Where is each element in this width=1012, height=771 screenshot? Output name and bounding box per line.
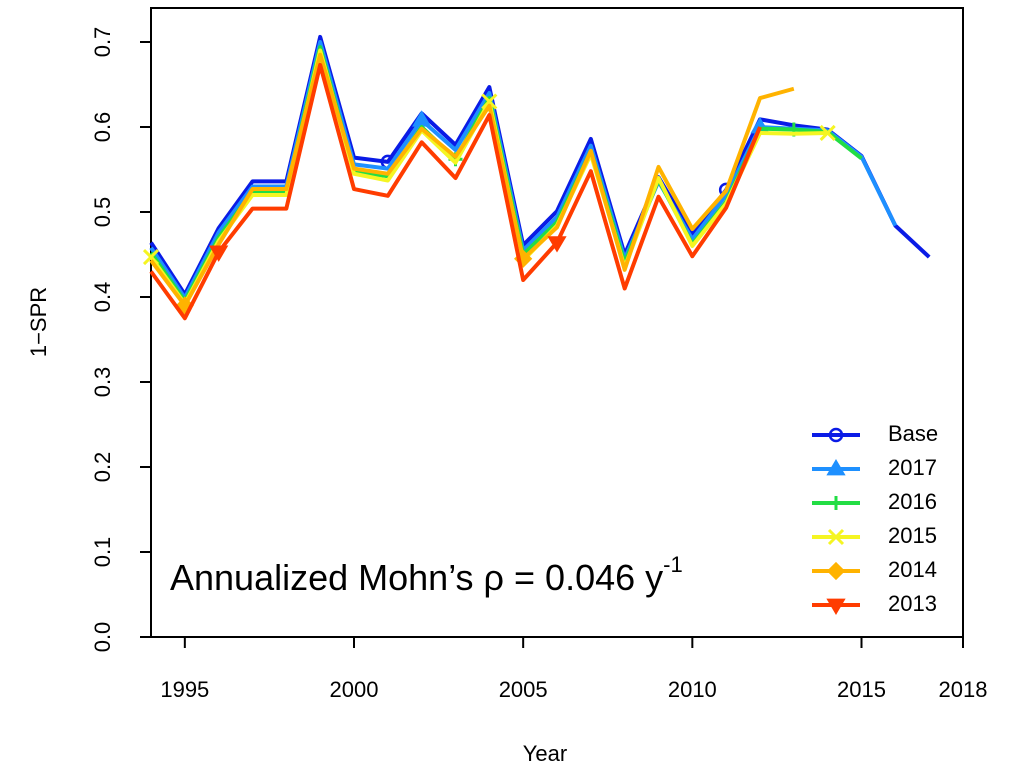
legend-marker — [826, 561, 846, 581]
series-marker — [209, 245, 229, 262]
y-tick-label: 0.3 — [90, 367, 115, 398]
x-axis-label: Year — [523, 741, 567, 766]
y-tick-label: 0.7 — [90, 27, 115, 58]
legend-label: 2015 — [888, 523, 937, 548]
y-axis-label: 1−SPR — [26, 287, 51, 357]
y-tick-label: 0.1 — [90, 537, 115, 568]
legend-label: 2013 — [888, 591, 937, 616]
series-line — [149, 34, 931, 297]
legend-marker — [828, 427, 844, 443]
annotation-superscript: -1 — [663, 552, 683, 577]
legend-label: Base — [888, 421, 938, 446]
series-marker — [547, 236, 567, 253]
x-tick-label: 2000 — [330, 677, 379, 702]
x-tick-label: 2018 — [939, 677, 988, 702]
plot-frame — [150, 7, 964, 638]
series-line — [149, 62, 762, 321]
x-tick-label: 2015 — [837, 677, 886, 702]
series-marker — [819, 124, 836, 142]
y-tick-label: 0.4 — [90, 282, 115, 313]
x-tick-label: 2010 — [668, 677, 717, 702]
legend-marker — [829, 496, 843, 510]
legend-marker — [826, 459, 846, 476]
y-tick-label: 0.0 — [90, 622, 115, 653]
x-tick-label: 1995 — [160, 677, 209, 702]
y-tick-label: 0.5 — [90, 197, 115, 228]
legend-marker — [826, 598, 846, 615]
x-tick-label: 2005 — [499, 677, 548, 702]
series-marker — [142, 248, 160, 266]
y-tick-label: 0.6 — [90, 112, 115, 143]
legend-marker — [827, 528, 845, 546]
y-tick-label: 0.2 — [90, 452, 115, 483]
series-line — [149, 52, 795, 308]
annotation-text: Annualized Mohn’s ρ = 0.046 y — [170, 557, 663, 598]
legend-label: 2017 — [888, 455, 937, 480]
series-marker — [412, 110, 432, 127]
legend-label: 2014 — [888, 557, 937, 582]
legend-label: 2016 — [888, 489, 937, 514]
annotation: Annualized Mohn’s ρ = 0.046 y-1 — [170, 552, 683, 598]
series-marker — [481, 93, 498, 110]
